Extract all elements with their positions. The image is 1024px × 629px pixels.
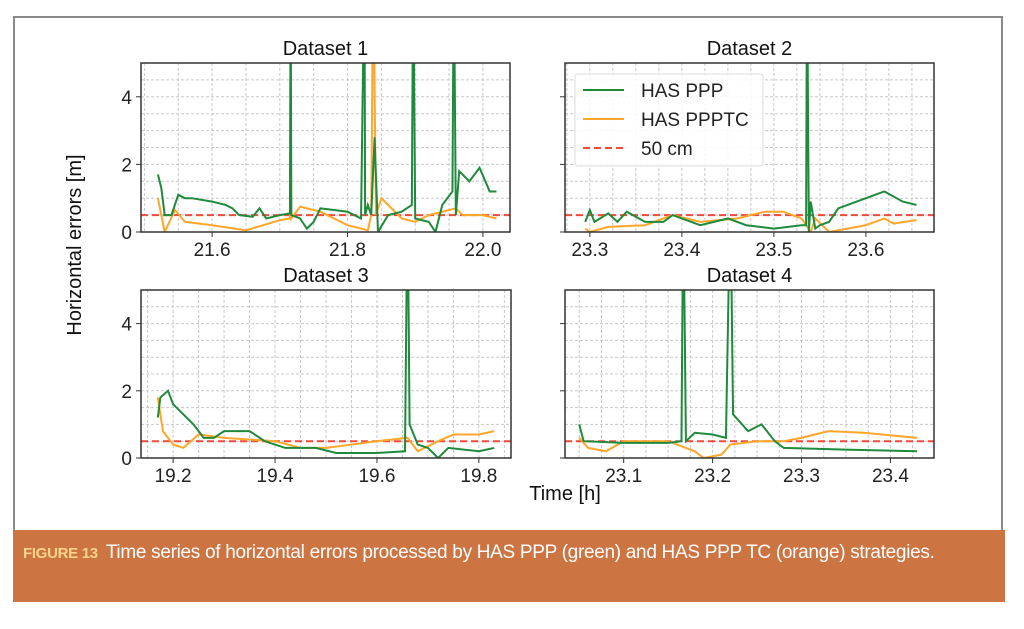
x-axis-label: Time [h] [529, 483, 601, 505]
legend-box [574, 73, 764, 167]
series-has-ppptc [584, 210, 917, 232]
figure-caption: FIGURE 13 Time series of horizontal error… [13, 530, 1005, 602]
series-has-ppp [578, 290, 918, 453]
legend-label: HAS PPP [641, 81, 723, 102]
legend-label: HAS PPPTC [641, 110, 749, 131]
panel-title: Dataset 1 [283, 38, 369, 60]
panel-4: Dataset 4 23.1 23.2 23.3 23.4 [560, 265, 935, 487]
legend: HAS PPP HAS PPPTC 50 cm [574, 73, 764, 167]
x-tick-label: 22.0 [464, 240, 501, 261]
panel-3: Dataset 3 19.2 19.4 19.6 19.8 0 2 4 [121, 265, 512, 487]
x-tick-label: 23.2 [694, 466, 731, 487]
panel-1: Dataset 1 21.6 21.8 22.0 0 2 4 [121, 38, 511, 261]
x-tick-label: 23.3 [571, 240, 608, 261]
plot-frame [564, 62, 935, 233]
y-tick-label: 2 [121, 155, 132, 176]
x-tick-label: 23.5 [755, 240, 792, 261]
series-has-ppptc [156, 63, 497, 232]
plot-frame [140, 289, 512, 459]
caption-label: FIGURE 13 [23, 545, 98, 562]
legend-label: 50 cm [641, 139, 693, 160]
x-tick-label: 23.6 [847, 240, 884, 261]
x-tick-label: 21.8 [329, 240, 366, 261]
x-tick-label: 19.6 [358, 466, 395, 487]
series-has-ppptc [578, 430, 918, 458]
x-tick-label: 23.4 [872, 466, 909, 487]
x-tick-label: 23.1 [605, 466, 642, 487]
x-tick-label: 23.4 [663, 240, 700, 261]
figure-frame [13, 16, 1003, 530]
y-tick-label: 2 [121, 382, 132, 403]
panel-title: Dataset 3 [283, 265, 369, 287]
y-axis-label: Horizontal errors [m] [64, 154, 86, 335]
y-tick-label: 0 [121, 223, 132, 244]
plot-frame [564, 289, 935, 459]
series-has-ppp [156, 290, 495, 458]
y-tick-label: 4 [121, 315, 132, 336]
x-tick-label: 19.8 [460, 466, 497, 487]
series-has-ppp [584, 63, 917, 232]
caption-text: Time series of horizontal errors process… [105, 542, 935, 563]
panel-title: Dataset 4 [707, 265, 793, 287]
x-tick-label: 21.6 [194, 240, 231, 261]
plot-frame [140, 62, 511, 233]
panel-title: Dataset 2 [707, 38, 793, 60]
series-has-ppptc [156, 397, 495, 453]
series-has-ppp [156, 63, 497, 232]
x-tick-label: 19.4 [257, 466, 294, 487]
x-tick-label: 19.2 [155, 466, 192, 487]
x-tick-label: 23.3 [783, 466, 820, 487]
y-tick-label: 4 [121, 88, 132, 109]
y-tick-label: 0 [121, 449, 132, 470]
panel-2: Dataset 2 23.3 23.4 23.5 23.6 HAS PPP HAS PPPT… [560, 38, 935, 261]
